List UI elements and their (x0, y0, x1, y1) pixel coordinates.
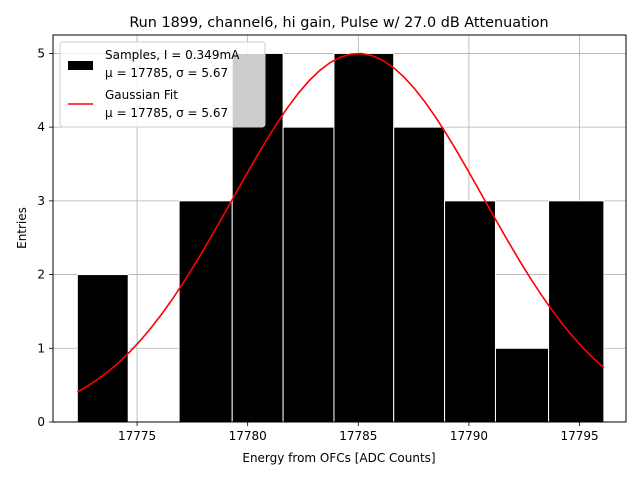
chart-title: Run 1899, channel6, hi gain, Pulse w/ 27… (129, 15, 548, 31)
histogram-bar (76, 274, 129, 423)
x-tick-label: 17795 (560, 429, 598, 443)
histogram-bar (494, 347, 550, 423)
legend-label-fit-stats: μ = 17785, σ = 5.67 (105, 106, 228, 120)
y-tick-label: 2 (37, 268, 45, 282)
histogram-bar (282, 126, 335, 423)
legend-box (59, 41, 266, 128)
legend-label-samples: Samples, I = 0.349mA (105, 48, 240, 62)
plot-frame (52, 34, 627, 423)
legend-label-fit: Gaussian Fit (105, 88, 178, 102)
y-tick-label: 1 (37, 341, 45, 355)
y-tick-label: 5 (37, 46, 45, 60)
x-tick-label: 17785 (339, 429, 377, 443)
y-axis-label: Entries (15, 207, 29, 249)
legend: Samples, I = 0.349mA μ = 17785, σ = 5.67… (59, 41, 266, 128)
x-tick-label: 17790 (450, 429, 488, 443)
x-tick-label: 17780 (229, 429, 267, 443)
y-axis-ticks: 0 1 2 3 4 5 (37, 46, 53, 429)
histogram-bar (548, 200, 605, 423)
histogram-bar (444, 200, 496, 423)
y-tick-label: 4 (37, 120, 45, 134)
y-tick-label: 3 (37, 194, 45, 208)
x-axis-ticks: 17775 17780 17785 17790 17795 (118, 422, 599, 443)
histogram-bar (333, 52, 395, 423)
legend-swatch-samples (68, 61, 93, 70)
x-axis-label: Energy from OFCs [ADC Counts] (242, 451, 435, 465)
histogram-bar (393, 126, 446, 423)
histogram-bar (178, 200, 233, 423)
fit-curve (76, 52, 605, 393)
y-tick-label: 0 (37, 415, 45, 429)
x-tick-label: 17775 (118, 429, 156, 443)
legend-label-samples-stats: μ = 17785, σ = 5.67 (105, 66, 228, 80)
gaussian-fit (76, 52, 605, 393)
